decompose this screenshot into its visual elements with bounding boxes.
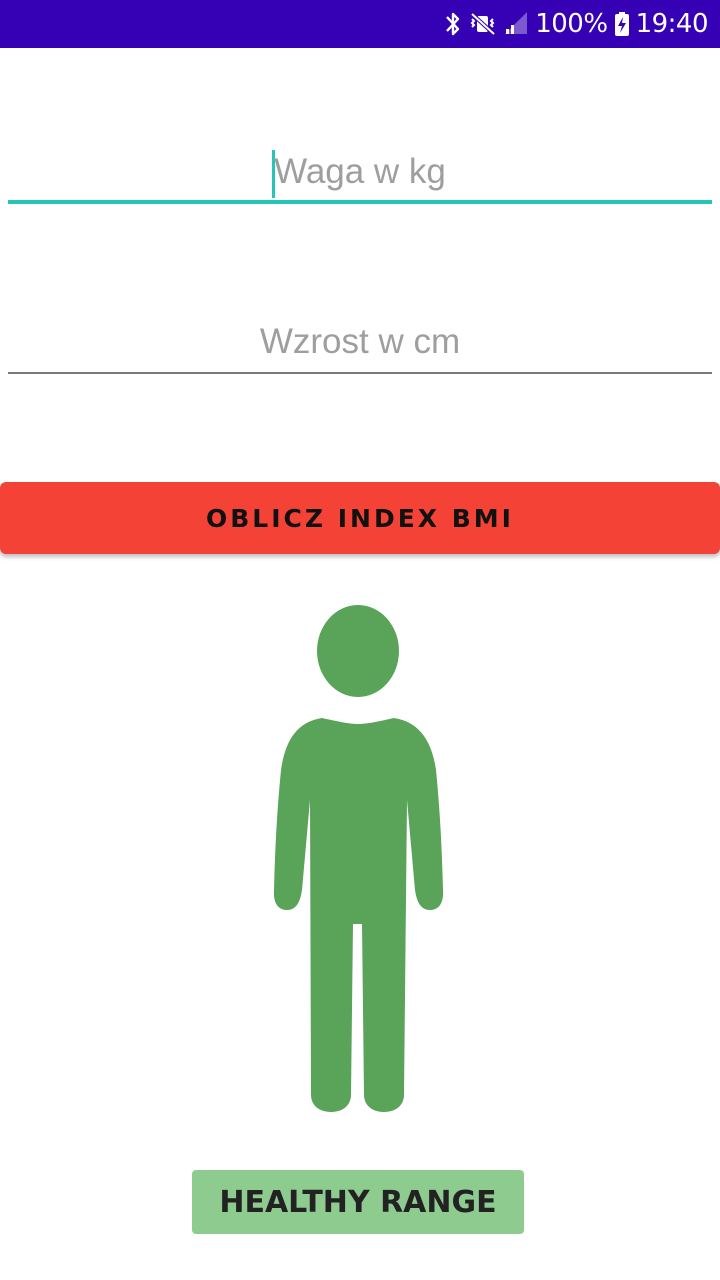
text-cursor (272, 150, 275, 198)
bluetooth-icon (443, 10, 463, 38)
healthy-range-badge: HEALTHY RANGE (192, 1170, 524, 1234)
weight-input[interactable]: Waga w kg (8, 144, 712, 204)
weight-placeholder: Waga w kg (274, 152, 446, 191)
mute-vibrate-icon (469, 10, 497, 38)
clock: 19:40 (635, 9, 709, 39)
status-icons: 100% 19:40 (443, 0, 709, 48)
height-placeholder: Wzrost w cm (259, 322, 461, 361)
battery-percent: 100% (535, 9, 608, 39)
signal-icon (503, 10, 529, 38)
height-underline (8, 372, 712, 374)
status-bar: 100% 19:40 (0, 0, 720, 48)
height-input[interactable]: Wzrost w cm (8, 314, 712, 374)
battery-charging-icon (614, 10, 630, 38)
person-figure-icon (0, 590, 720, 1130)
calculate-bmi-button[interactable]: OBLICZ INDEX BMI (0, 482, 720, 554)
weight-underline (8, 200, 712, 204)
